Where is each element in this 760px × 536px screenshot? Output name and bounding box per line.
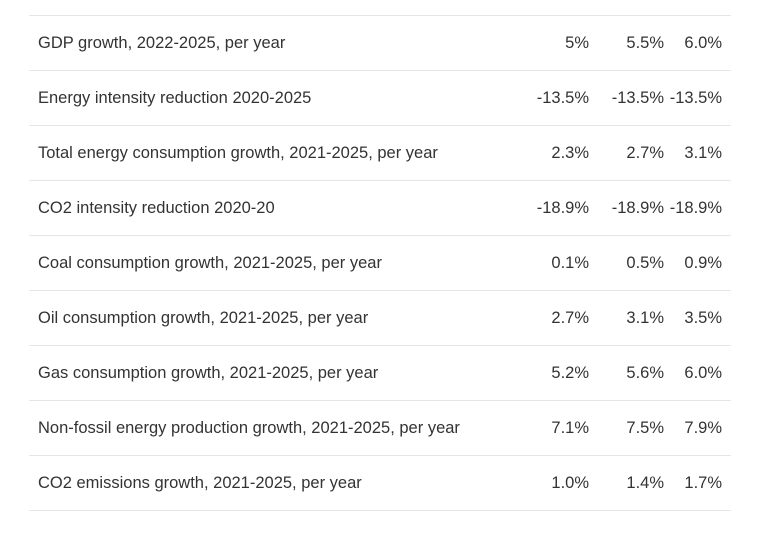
row-label: Coal consumption growth, 2021-2025, per … — [38, 254, 382, 272]
table-row: Gas consumption growth, 2021-2025, per y… — [29, 346, 731, 401]
value-cell: 5.5% — [626, 34, 664, 52]
data-table-container: GDP growth, 2022-2025, per year 5% 5.5% … — [29, 15, 731, 511]
table-row: Non-fossil energy production growth, 202… — [29, 401, 731, 456]
value-cell: -18.9% — [669, 199, 722, 217]
table-row: CO2 emissions growth, 2021-2025, per yea… — [29, 456, 731, 511]
data-table: GDP growth, 2022-2025, per year 5% 5.5% … — [29, 15, 731, 511]
value-cell: 1.7% — [684, 474, 722, 492]
table-row: CO2 intensity reduction 2020-20 -18.9% -… — [29, 181, 731, 236]
value-cell: 2.3% — [551, 144, 589, 162]
table-row: Oil consumption growth, 2021-2025, per y… — [29, 291, 731, 346]
row-label: CO2 intensity reduction 2020-20 — [38, 199, 275, 217]
table-row: Total energy consumption growth, 2021-20… — [29, 126, 731, 181]
value-cell: 6.0% — [684, 34, 722, 52]
value-cell: 3.1% — [626, 309, 664, 327]
row-label: Gas consumption growth, 2021-2025, per y… — [38, 364, 379, 382]
value-cell: 3.5% — [684, 309, 722, 327]
value-cell: -18.9% — [611, 199, 664, 217]
row-label: GDP growth, 2022-2025, per year — [38, 34, 286, 52]
table-row: Energy intensity reduction 2020-2025 -13… — [29, 71, 731, 126]
value-cell: 0.1% — [551, 254, 589, 272]
value-cell: 0.5% — [626, 254, 664, 272]
value-cell: 3.1% — [684, 144, 722, 162]
value-cell: 1.0% — [551, 474, 589, 492]
value-cell: 5% — [565, 34, 589, 52]
value-cell: -13.5% — [669, 89, 722, 107]
row-label: Oil consumption growth, 2021-2025, per y… — [38, 309, 369, 327]
row-label: CO2 emissions growth, 2021-2025, per yea… — [38, 474, 362, 492]
value-cell: 1.4% — [626, 474, 664, 492]
value-cell: 0.9% — [684, 254, 722, 272]
row-label: Total energy consumption growth, 2021-20… — [38, 144, 438, 162]
value-cell: -13.5% — [536, 89, 589, 107]
value-cell: 7.1% — [551, 419, 589, 437]
value-cell: 7.9% — [684, 419, 722, 437]
row-label: Non-fossil energy production growth, 202… — [38, 419, 460, 437]
value-cell: -18.9% — [536, 199, 589, 217]
value-cell: 6.0% — [684, 364, 722, 382]
row-label: Energy intensity reduction 2020-2025 — [38, 89, 312, 107]
value-cell: 2.7% — [626, 144, 664, 162]
table-row: GDP growth, 2022-2025, per year 5% 5.5% … — [29, 16, 731, 71]
table-row: Coal consumption growth, 2021-2025, per … — [29, 236, 731, 291]
value-cell: 7.5% — [626, 419, 664, 437]
value-cell: 2.7% — [551, 309, 589, 327]
value-cell: 5.6% — [626, 364, 664, 382]
value-cell: 5.2% — [551, 364, 589, 382]
value-cell: -13.5% — [611, 89, 664, 107]
